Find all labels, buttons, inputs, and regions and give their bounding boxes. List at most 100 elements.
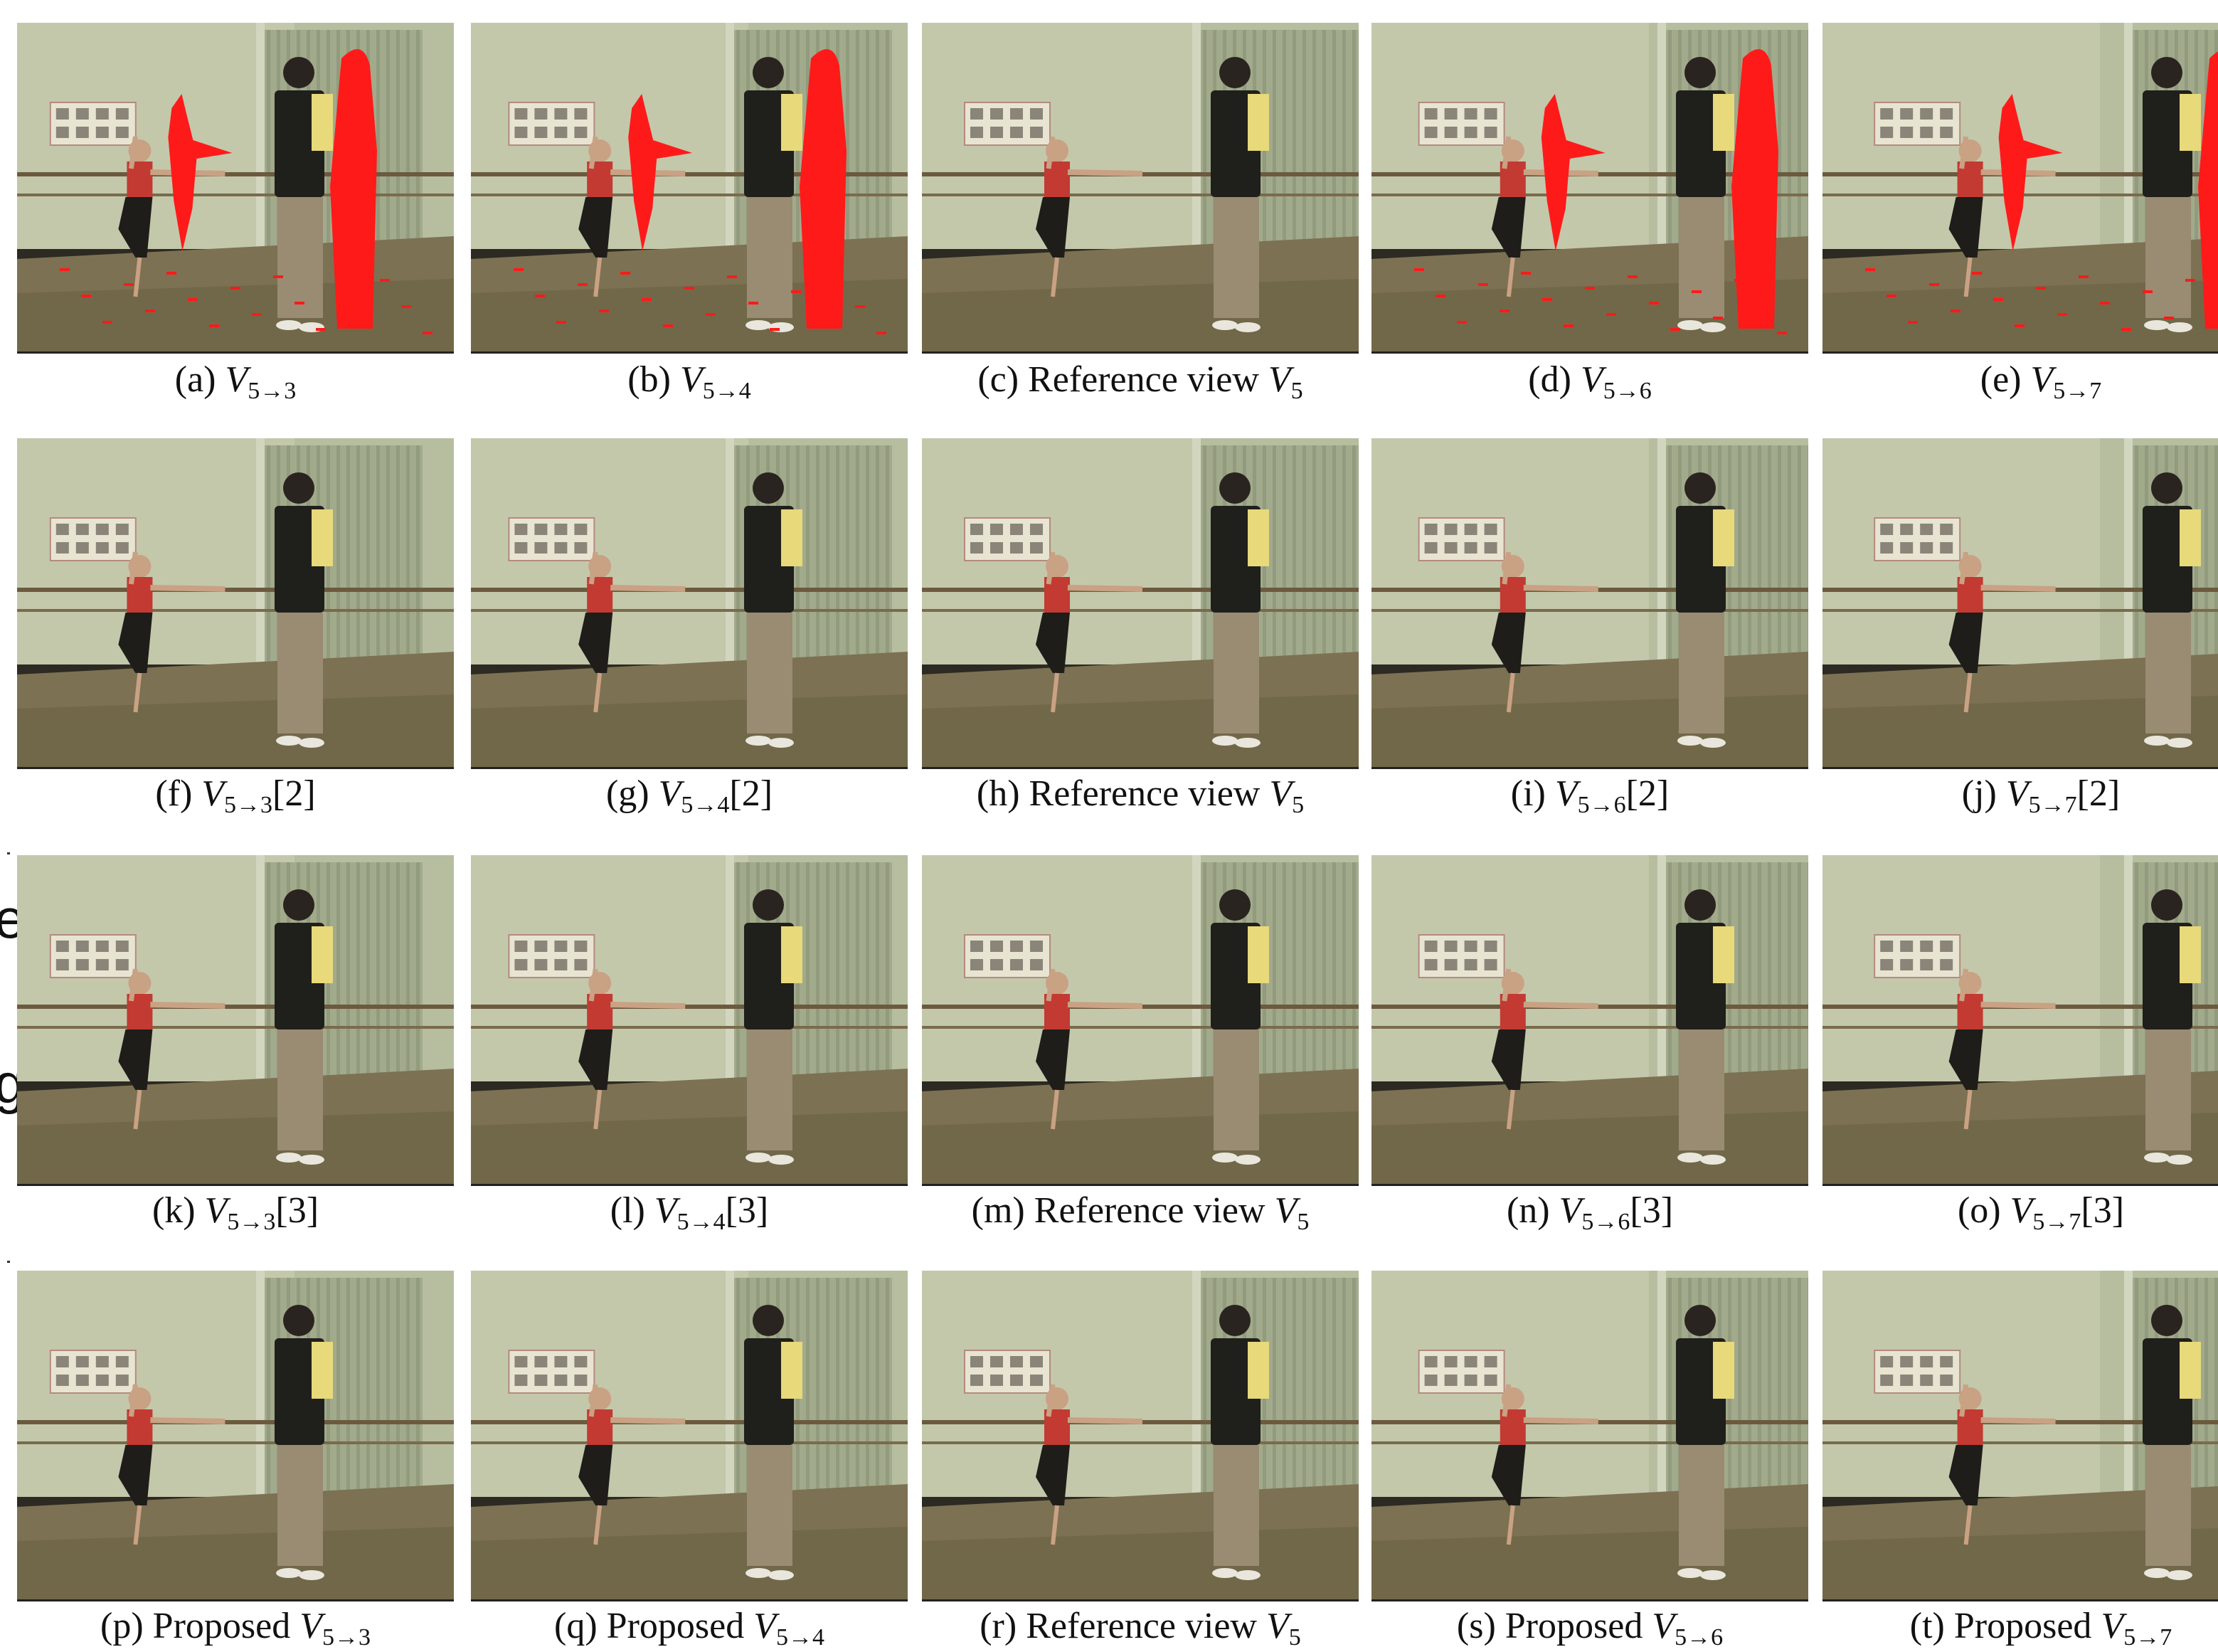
caption-text: Proposed — [1505, 1606, 1643, 1646]
figure-panel — [1822, 1271, 2218, 1601]
caption-label: (g) — [605, 773, 649, 814]
view-subscript: 5→3 — [227, 1209, 276, 1235]
caption-suffix: [2] — [2076, 773, 2121, 814]
panel-caption: (o) V5→7[3] — [1813, 1190, 2218, 1236]
view-symbol: V — [1274, 1190, 1298, 1231]
view-subscript: 5→4 — [676, 1209, 726, 1235]
figure-panel — [17, 855, 454, 1186]
caption-text: Reference view — [1029, 773, 1261, 814]
panel-caption: (a) V5→3 — [8, 359, 463, 405]
dance-studio-image — [471, 1271, 908, 1599]
caption-suffix: [3] — [1630, 1190, 1674, 1231]
view-symbol: V — [679, 359, 703, 400]
caption-text: Reference view — [1026, 1606, 1257, 1646]
figure-panel — [1371, 438, 1808, 769]
dance-studio-image — [17, 438, 454, 767]
view-subscript: 5→4 — [702, 378, 751, 404]
dance-studio-image — [922, 855, 1359, 1184]
view-symbol: V — [201, 773, 225, 814]
view-subscript: 5 — [1297, 1209, 1310, 1235]
dance-studio-image — [1371, 1271, 1808, 1599]
figure-panel — [471, 23, 908, 354]
caption-label: (k) — [152, 1190, 196, 1231]
view-subscript: 5→6 — [1581, 1209, 1630, 1235]
view-symbol: V — [2005, 773, 2029, 814]
panel-caption: (r) Reference view V5 — [913, 1605, 1368, 1651]
dance-studio-image — [471, 23, 908, 351]
caption-text: Proposed — [606, 1606, 745, 1646]
figure-panel — [1822, 855, 2218, 1186]
panel-caption: (k) V5→3[3] — [8, 1190, 463, 1236]
view-subscript: 5→7 — [2053, 378, 2102, 404]
view-symbol: V — [299, 1606, 322, 1646]
panel-caption: (n) V5→6[3] — [1362, 1190, 1818, 1236]
caption-text: Proposed — [152, 1606, 291, 1646]
caption-label: (e) — [1980, 359, 2022, 400]
dance-studio-image — [471, 438, 908, 767]
figure-panel — [922, 1271, 1359, 1601]
figure-panel — [1822, 438, 2218, 769]
view-symbol: V — [658, 773, 681, 814]
caption-label: (n) — [1506, 1190, 1550, 1231]
panel-caption: (g) V5→4[2] — [462, 773, 917, 819]
view-symbol: V — [2101, 1606, 2124, 1646]
dance-studio-image — [1822, 438, 2218, 767]
caption-label: (j) — [1961, 773, 1997, 814]
figure-panel — [17, 438, 454, 769]
view-symbol: V — [2010, 1190, 2033, 1231]
panel-caption: (q) Proposed V5→4 — [462, 1605, 917, 1651]
dance-studio-image — [17, 855, 454, 1184]
view-subscript: 5→6 — [1577, 792, 1626, 818]
view-symbol: V — [753, 1606, 776, 1646]
figure-panel — [17, 1271, 454, 1601]
view-symbol: V — [1265, 1606, 1289, 1646]
view-symbol: V — [1269, 773, 1293, 814]
view-subscript: 5→4 — [681, 792, 730, 818]
view-symbol: V — [654, 1190, 677, 1231]
view-subscript: 5→3 — [248, 378, 297, 404]
edge-mark — [7, 852, 10, 854]
dance-studio-image — [1822, 1271, 2218, 1599]
view-subscript: 5→6 — [1675, 1624, 1724, 1651]
dance-studio-image — [17, 23, 454, 351]
figure-panel — [922, 23, 1359, 354]
caption-text: Reference view — [1028, 359, 1259, 400]
dance-studio-image — [922, 23, 1359, 351]
panel-caption: (b) V5→4 — [462, 359, 917, 405]
panel-caption: (s) Proposed V5→6 — [1362, 1605, 1818, 1651]
figure-panel — [922, 438, 1359, 769]
view-subscript: 5→7 — [2028, 792, 2077, 818]
dance-studio-image — [1371, 855, 1808, 1184]
view-symbol: V — [204, 1190, 228, 1231]
dance-studio-image — [1822, 23, 2218, 351]
figure-panel — [471, 855, 908, 1186]
caption-label: (t) — [1909, 1606, 1945, 1646]
caption-label: (s) — [1456, 1606, 1496, 1646]
dance-studio-image — [471, 855, 908, 1184]
caption-text: Proposed — [1953, 1606, 2092, 1646]
caption-label: (h) — [976, 773, 1020, 814]
caption-label: (d) — [1528, 359, 1571, 400]
figure-panel — [1822, 23, 2218, 354]
dance-studio-image — [1371, 438, 1808, 767]
view-symbol: V — [1580, 359, 1603, 400]
panel-caption: (l) V5→4[3] — [462, 1190, 917, 1236]
view-subscript: 5→3 — [322, 1624, 371, 1651]
caption-suffix: [2] — [729, 773, 773, 814]
figure-panel — [1371, 855, 1808, 1186]
edge-mark — [7, 1261, 10, 1263]
caption-label: (l) — [610, 1190, 645, 1231]
view-subscript: 5→4 — [775, 1624, 824, 1651]
caption-label: (q) — [554, 1606, 598, 1646]
dance-studio-image — [1822, 855, 2218, 1184]
figure-panel — [922, 855, 1359, 1186]
panel-caption: (m) Reference view V5 — [913, 1190, 1368, 1236]
caption-label: (c) — [977, 359, 1019, 400]
caption-suffix: [2] — [272, 773, 316, 814]
view-symbol: V — [1559, 1190, 1582, 1231]
view-subscript: 5 — [1288, 1624, 1301, 1651]
dance-studio-image — [922, 438, 1359, 767]
caption-label: (m) — [971, 1190, 1025, 1231]
panel-caption: (h) Reference view V5 — [913, 773, 1368, 819]
view-symbol: V — [1268, 359, 1291, 400]
